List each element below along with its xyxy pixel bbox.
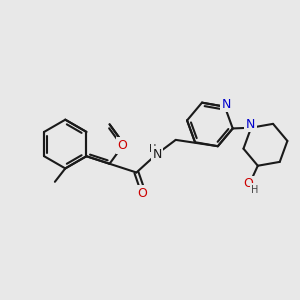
Text: H: H — [149, 145, 156, 154]
Text: O: O — [138, 187, 148, 200]
Text: N: N — [152, 148, 162, 161]
Text: H: H — [251, 185, 259, 195]
Text: O: O — [118, 139, 128, 152]
Text: O: O — [243, 177, 253, 190]
Text: N: N — [222, 98, 231, 111]
Text: N: N — [246, 118, 255, 131]
